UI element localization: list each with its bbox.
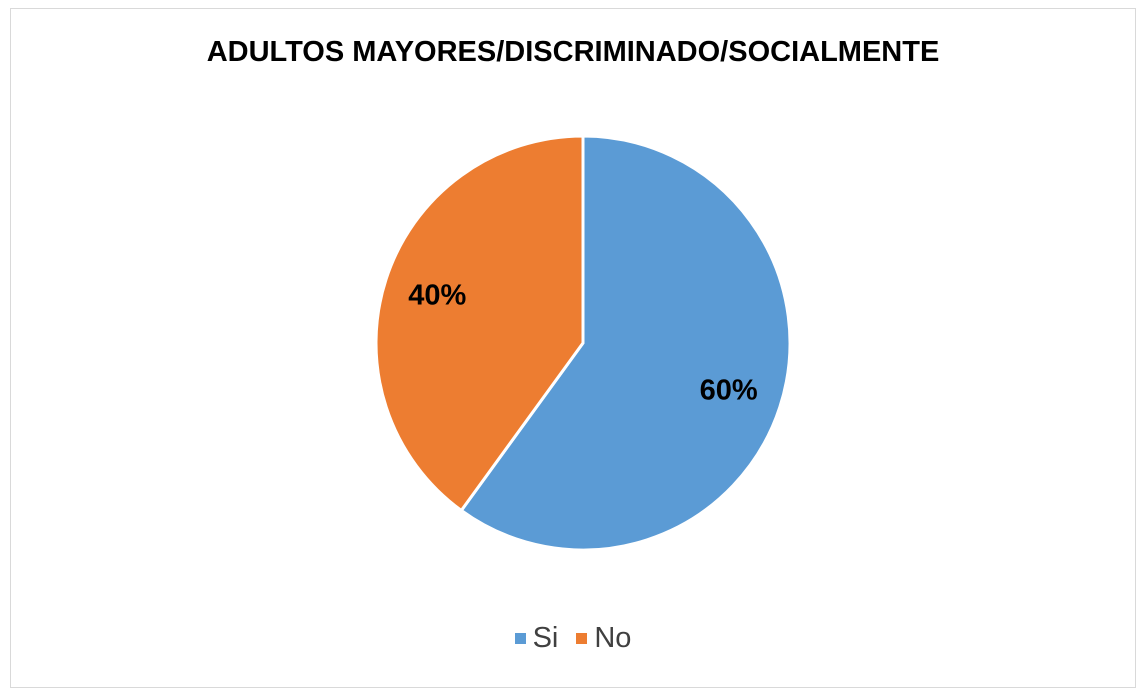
legend-item-no: No: [576, 622, 631, 655]
data-label-no: 40%: [408, 280, 466, 312]
pie-slices: [374, 134, 792, 552]
legend-swatch-no: [576, 633, 588, 644]
legend-swatch-si: [514, 633, 526, 644]
legend-label-si: Si: [532, 622, 559, 654]
pie-data-labels: 60% 40%: [408, 280, 758, 407]
chart-legend: Si No: [0, 622, 1146, 655]
legend-label-no: No: [594, 622, 632, 654]
data-label-si: 60%: [700, 374, 758, 406]
legend-item-si: Si: [514, 622, 559, 655]
chart-title: ADULTOS MAYORES/DISCRIMINADO/SOCIALMENTE: [206, 36, 940, 68]
pie-slice-si: [459, 134, 792, 552]
pie-slice-no: [374, 134, 585, 512]
